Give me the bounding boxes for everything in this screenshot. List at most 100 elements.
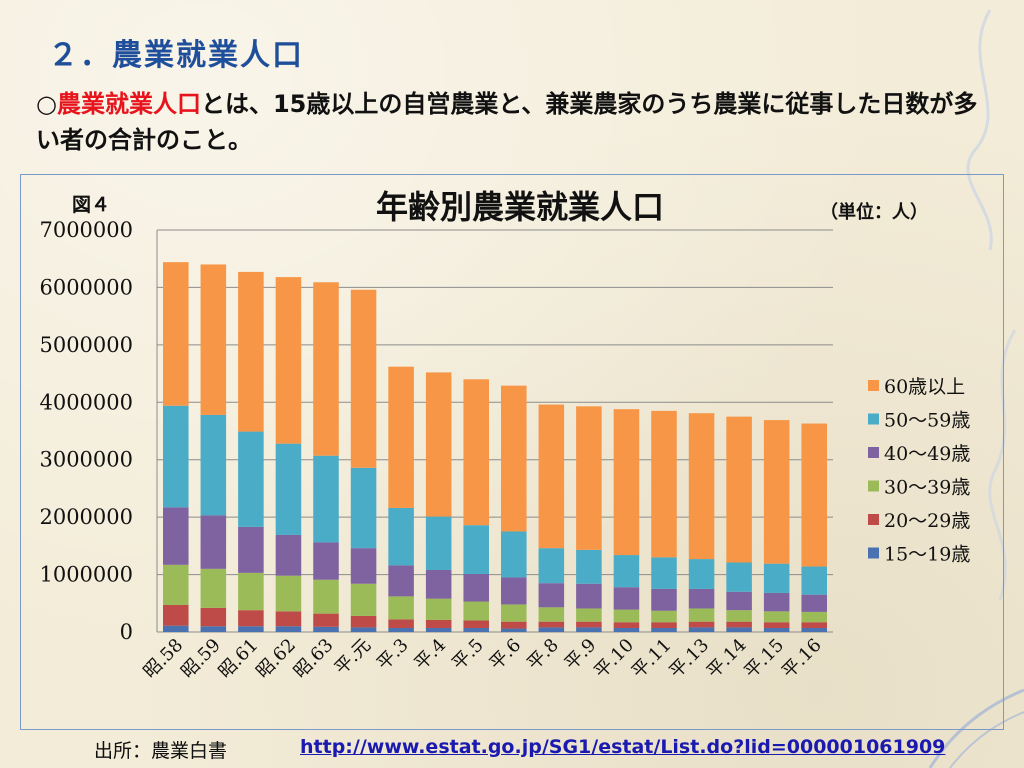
bar-segment	[275, 443, 302, 535]
bar-segment	[651, 588, 677, 611]
bar-segment	[463, 379, 489, 526]
bar-segment	[463, 620, 489, 628]
x-tick-label: 平.15	[740, 635, 788, 683]
y-tick-label: 3000000	[39, 448, 133, 472]
bar-segment	[651, 410, 677, 558]
bar-segment	[275, 534, 302, 576]
x-tick-label: 昭.62	[252, 635, 300, 683]
bar-segment	[501, 531, 527, 578]
y-tick-label: 5000000	[39, 333, 133, 357]
bar-segment	[688, 588, 715, 609]
x-tick-label: 昭.59	[177, 635, 225, 683]
x-tick-label: 昭.61	[215, 635, 263, 683]
bar-segment	[576, 627, 602, 632]
bar-segment	[463, 627, 489, 632]
bar-segment	[538, 548, 565, 584]
bar-segment	[388, 565, 414, 597]
y-tick-label: 0	[120, 620, 133, 644]
intro-term: 農業就業人口	[56, 90, 201, 118]
bar-segment	[688, 608, 715, 622]
bar-segment	[238, 610, 264, 627]
bar-segment	[313, 282, 339, 456]
bar-segment	[200, 568, 227, 608]
y-tick-label: 7000000	[39, 218, 133, 242]
bar-segment	[538, 404, 565, 549]
bar-segment	[425, 569, 452, 599]
bar-segment	[275, 277, 302, 444]
bar-segment	[238, 271, 264, 432]
bar-segment	[538, 583, 565, 608]
bar-segment	[763, 622, 790, 628]
legend-swatch	[868, 514, 879, 525]
bar-segment	[350, 627, 377, 632]
x-tick-label: 昭.58	[139, 635, 187, 683]
bar-segment	[801, 566, 827, 595]
legend-swatch	[868, 380, 879, 391]
bar-segment	[763, 592, 790, 612]
bar-segment	[425, 598, 452, 620]
bar-segment	[763, 420, 790, 564]
bar-segment	[463, 525, 489, 574]
bar-segment	[726, 562, 752, 592]
bar-segment	[538, 627, 565, 632]
bar-segment	[313, 626, 339, 632]
intro-bullet: ○	[36, 90, 57, 118]
bar-segment	[350, 289, 377, 468]
bar-segment	[200, 264, 227, 415]
slide-title: ２．農業就業人口	[48, 38, 304, 73]
y-tick-label: 6000000	[39, 275, 133, 299]
bar-segment	[425, 619, 452, 628]
y-tick-label: 2000000	[39, 505, 133, 529]
x-tick-label: 平.14	[703, 635, 751, 683]
legend-label: 15〜19歳	[884, 544, 970, 566]
bar-segment	[238, 572, 264, 611]
y-tick-label: 1000000	[39, 563, 133, 587]
bar-segment	[313, 455, 339, 543]
bar-segment	[350, 467, 377, 549]
bar-segment	[801, 594, 827, 612]
bar-segment	[313, 613, 339, 627]
bar-segment	[388, 366, 414, 508]
bar-segment	[613, 609, 640, 623]
bar-segment	[538, 621, 565, 628]
x-tick-label: 平.13	[665, 635, 713, 683]
legend-swatch	[868, 413, 879, 425]
bar-segment	[275, 575, 302, 612]
bar-segment	[163, 405, 189, 508]
bar-segment	[425, 372, 452, 517]
source-link[interactable]: http://www.estat.go.jp/SG1/estat/List.do…	[300, 736, 946, 758]
intro-rest: とは、15歳以上の自営農業と、兼業農家のうち農業に従事した日数が多い者の合計のこ…	[36, 90, 978, 154]
bar-segment	[163, 564, 189, 606]
legend-swatch	[868, 447, 879, 458]
bar-segment	[576, 406, 602, 550]
x-tick-label: 平.6	[486, 635, 526, 675]
legend-swatch	[868, 480, 879, 492]
bar-segment	[350, 548, 377, 584]
x-tick-label: 平.4	[410, 635, 450, 675]
x-tick-label: 平.5	[448, 635, 488, 675]
bar-segment	[238, 526, 264, 573]
bar-segment	[501, 604, 527, 622]
intro-text: ○農業就業人口とは、15歳以上の自営農業と、兼業農家のうち農業に従事した日数が多…	[36, 86, 996, 158]
bar-segment	[651, 627, 677, 632]
bar-segment	[613, 555, 640, 588]
bar-segment	[200, 626, 227, 632]
bar-segment	[801, 423, 827, 567]
bar-segment	[313, 579, 339, 614]
bar-segment	[538, 607, 565, 622]
unit-label: （単位：人）	[820, 202, 928, 223]
bar-segment	[726, 591, 752, 611]
bar-segment	[463, 574, 489, 602]
bar-segment	[425, 627, 452, 632]
bar-segment	[651, 557, 677, 589]
bar-segment	[501, 577, 527, 605]
bar-segment	[200, 607, 227, 627]
bar-segment	[801, 611, 827, 623]
bar-segment	[576, 583, 602, 609]
bar-segment	[763, 627, 790, 632]
x-tick-label: 昭.63	[290, 635, 338, 683]
bar-segment	[801, 622, 827, 628]
legend-label: 30〜39歳	[884, 477, 970, 499]
bar-segment	[501, 628, 527, 632]
